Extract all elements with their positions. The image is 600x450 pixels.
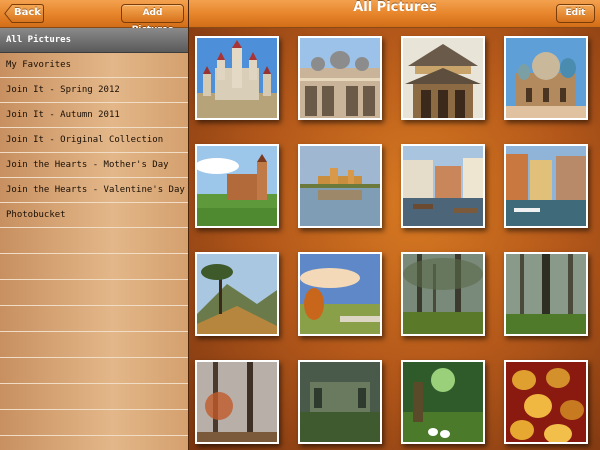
back-button-label: Back [14,7,41,18]
add-pictures-button[interactable]: Add Pictures [121,4,184,35]
photo-image [403,254,483,334]
photo-image [506,362,586,442]
photo-image [300,362,380,442]
album-item-join-it-original[interactable]: Join It - Original Collection [0,128,188,153]
photo-image [506,38,586,118]
photo-image [403,38,483,118]
album-item-join-it-spring-2012[interactable]: Join It - Spring 2012 [0,78,188,103]
page-title: All Pictures [353,0,437,15]
empty-row [0,280,188,306]
photo-image [300,38,380,118]
back-button[interactable]: Back [4,4,44,23]
photo-image [197,362,277,442]
cathedral-photo[interactable] [298,36,382,120]
photo-image [506,254,586,334]
empty-row [0,384,188,410]
pagoda-photo[interactable] [401,36,485,120]
misty-forest-2-photo[interactable] [504,252,588,336]
domed-church-photo[interactable] [504,36,588,120]
autumn-fog-trees-photo[interactable] [195,360,279,444]
empty-row [0,332,188,358]
hill-fortress-photo[interactable] [195,144,279,228]
misty-forest-photo[interactable] [401,252,485,336]
photo-image [403,146,483,226]
album-item-mothers-day[interactable]: Join the Hearts - Mother's Day [0,153,188,178]
photo-image [300,254,380,334]
castle-photo[interactable] [195,36,279,120]
photo-image [197,254,277,334]
mountain-tree-photo[interactable] [195,252,279,336]
albums-sidebar: Back Add Pictures All Pictures My Favori… [0,0,188,450]
sidebar-toolbar: Back Add Pictures [0,0,188,35]
venice-canal-photo[interactable] [504,144,588,228]
album-item-valentines-day[interactable]: Join the Hearts - Valentine's Day [0,178,188,203]
empty-row [0,228,188,254]
album-item-photobucket[interactable]: Photobucket [0,203,188,228]
fantasy-room-photo[interactable] [401,360,485,444]
carnival-masks-photo[interactable] [504,360,588,444]
album-item-join-it-autumn-2011[interactable]: Join It - Autumn 2011 [0,103,188,128]
photo-image [197,146,277,226]
album-item-all-pictures[interactable]: All Pictures [0,28,188,53]
gallery-toolbar: All Pictures Edit [189,0,600,28]
photo-image [197,38,277,118]
photo-image [403,362,483,442]
overgrown-ruin-photo[interactable] [298,360,382,444]
empty-row [0,306,188,332]
empty-row [0,410,188,436]
album-list: All Pictures My Favorites Join It - Spri… [0,28,188,436]
photo-image [300,146,380,226]
photo-gallery: All Pictures Edit [188,0,600,450]
edit-button[interactable]: Edit [556,4,595,23]
autumn-meadow-photo[interactable] [298,252,382,336]
empty-row [0,254,188,280]
photo-image [506,146,586,226]
empty-row [0,358,188,384]
lake-castle-photo[interactable] [298,144,382,228]
album-item-my-favorites[interactable]: My Favorites [0,53,188,78]
canal-houses-photo[interactable] [401,144,485,228]
